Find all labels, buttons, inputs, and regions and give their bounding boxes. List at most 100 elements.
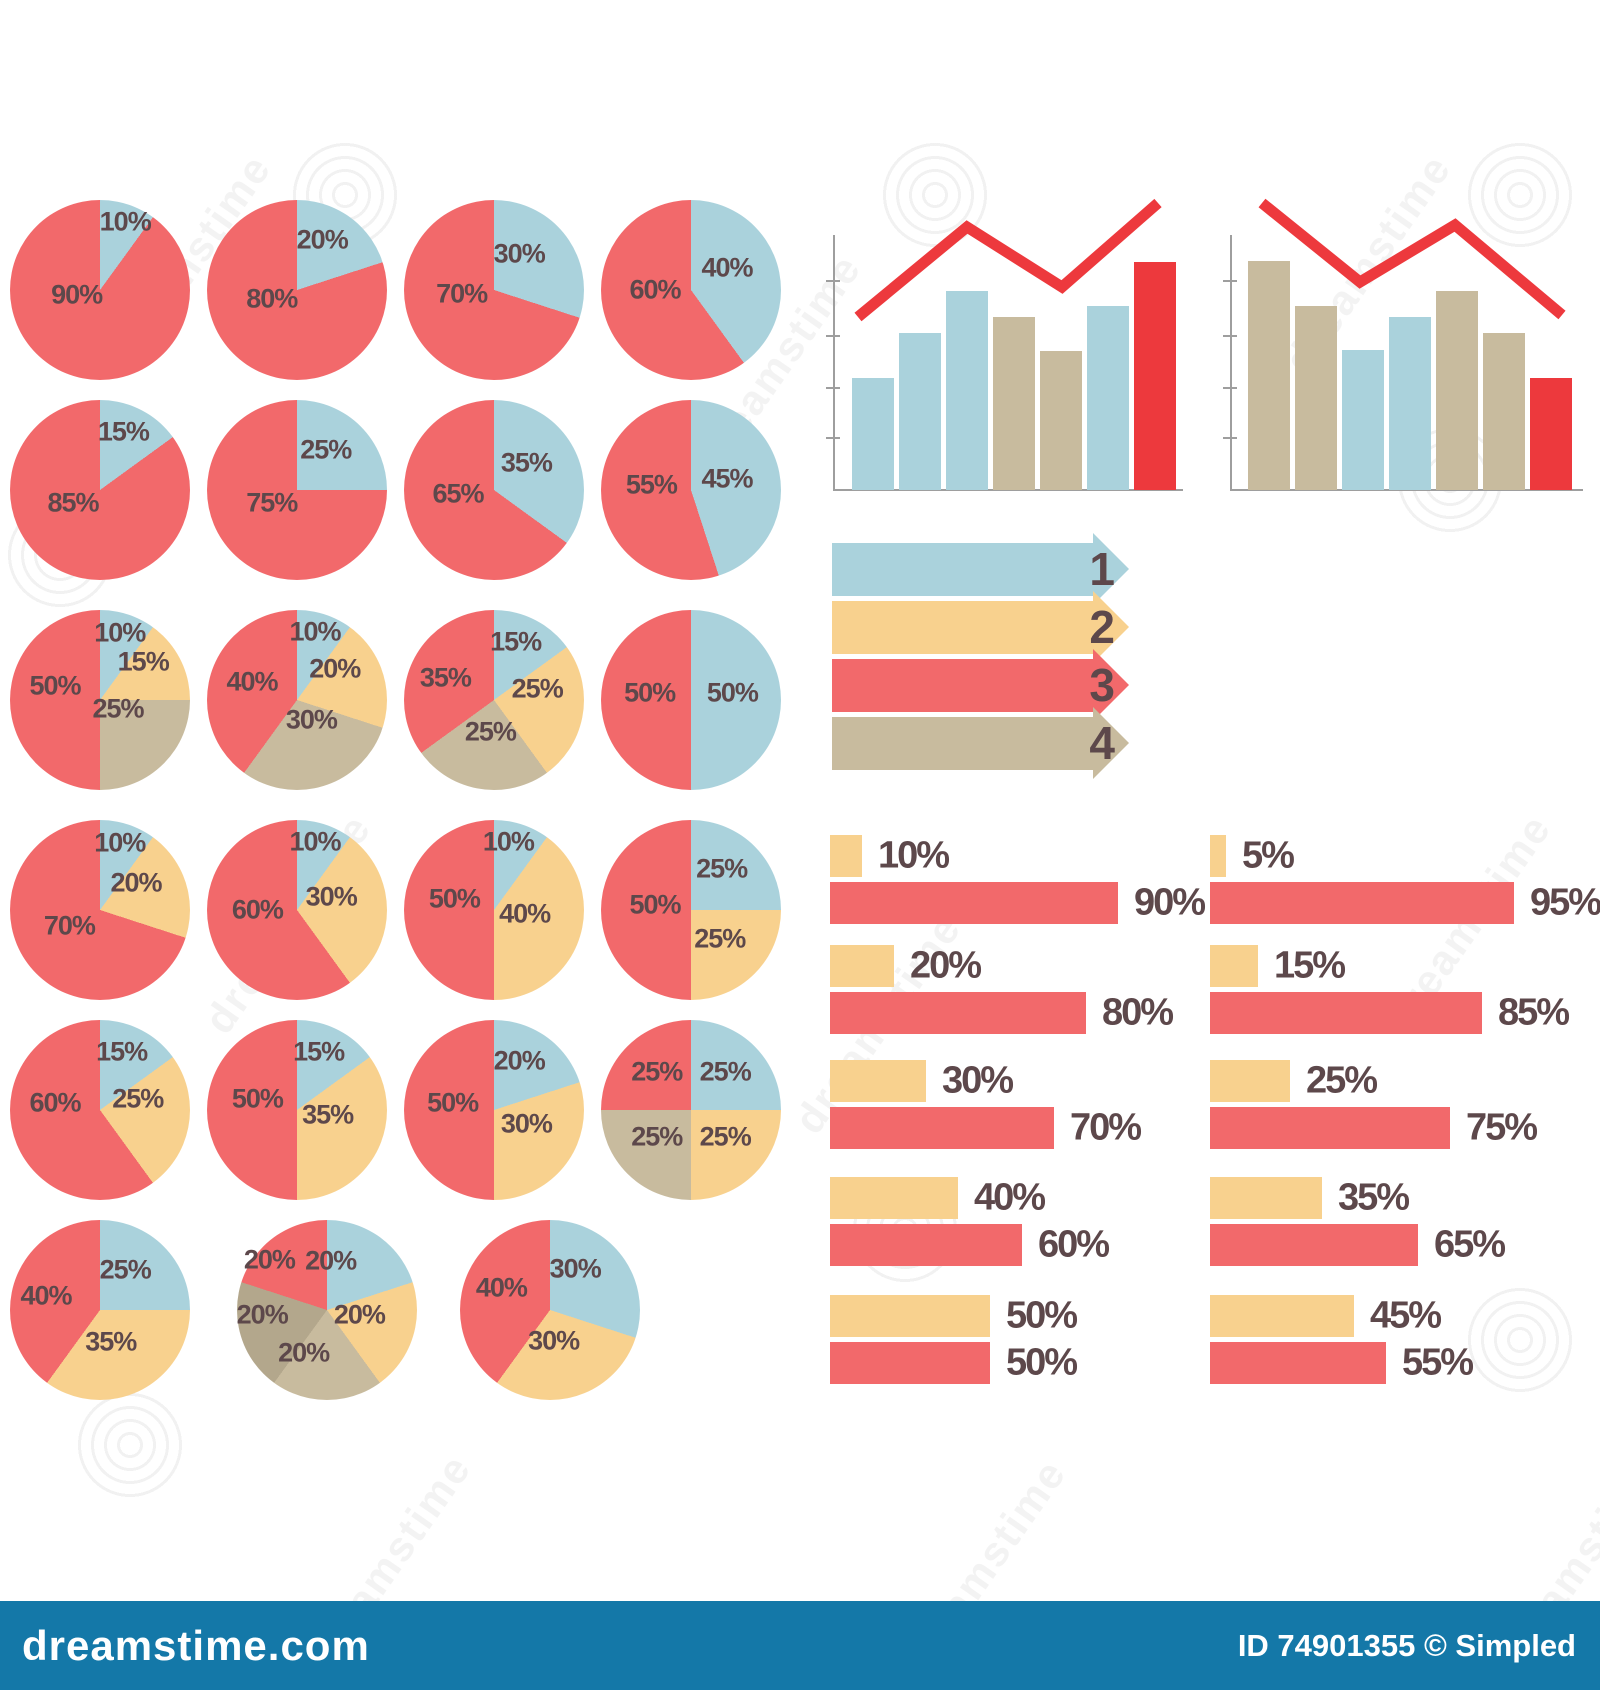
pie-slice-label: 20%	[309, 653, 361, 684]
bar	[993, 317, 1035, 490]
arrow-step-number: 4	[1089, 717, 1115, 769]
pie-slice-label: 25%	[99, 1254, 152, 1285]
pie-slice-label: 90%	[51, 279, 103, 310]
bar	[899, 333, 941, 490]
percent-bar-small-label: 25%	[1306, 1059, 1378, 1102]
arrow-step: 3	[832, 649, 1129, 721]
pie-chart: 10% 30% 60%	[207, 820, 387, 1000]
percent-bar-large	[830, 882, 1118, 924]
pie-slice-label: 60%	[629, 274, 681, 305]
pie-slice-label: 20%	[296, 224, 349, 255]
pie-chart: 20% 20% 20% 20% 20%	[237, 1220, 417, 1400]
arrow-step: 4	[832, 707, 1129, 779]
arrow-step-number: 2	[1089, 601, 1115, 653]
watermark-spiral	[70, 1385, 190, 1505]
pie-chart: 15% 25% 25% 35%	[404, 610, 584, 790]
pie-slice-label: 30%	[285, 704, 338, 735]
pie-chart: 10% 20% 70%	[10, 820, 190, 1000]
percent-bar-small	[830, 835, 862, 877]
pie-slice-label: 10%	[289, 616, 341, 647]
pie-chart: 10% 15% 25% 50%	[10, 610, 190, 790]
x-axis-line	[1230, 489, 1583, 491]
pie-slice-label: 50%	[629, 889, 681, 920]
pie-slice-label: 50%	[427, 1087, 479, 1118]
y-axis-tick	[826, 335, 840, 337]
arrow-step: 1	[832, 533, 1129, 605]
pie-slice-label: 20%	[278, 1337, 330, 1368]
bar-chart-rising-trend	[820, 195, 1190, 495]
percent-bar-large-label: 50%	[1006, 1341, 1078, 1384]
watermark-footer: dreamstime.com ID 74901355 © Simpled	[0, 1601, 1600, 1690]
trend-line	[854, 198, 1162, 322]
pie-chart: 20% 30% 50%	[404, 1020, 584, 1200]
bar	[1483, 333, 1525, 490]
pie-chart: 25% 25% 50%	[601, 820, 781, 1000]
pie-slice-label: 10%	[94, 827, 146, 858]
y-axis-tick	[826, 387, 840, 389]
trend-line	[1258, 198, 1566, 320]
pie-chart: 20% 80%	[207, 200, 387, 380]
pie-slice-label: 85%	[47, 487, 99, 518]
percent-bar-small	[1210, 1295, 1354, 1337]
pie-slice-label: 35%	[85, 1326, 137, 1357]
percent-bar-small	[830, 1177, 958, 1219]
y-axis-tick	[1223, 335, 1237, 337]
pie-slice-label: 35%	[302, 1099, 354, 1130]
pie-chart: 10% 40% 50%	[404, 820, 584, 1000]
pie-chart: 45% 55%	[601, 400, 781, 580]
percent-bar-small-label: 45%	[1370, 1294, 1442, 1337]
percent-bar-small-label: 20%	[910, 944, 982, 987]
percent-bar-small	[1210, 1060, 1290, 1102]
bar	[1248, 261, 1290, 490]
percent-bar-small-label: 40%	[974, 1176, 1046, 1219]
arrow-point-icon	[1093, 707, 1129, 779]
pie-slice-label: 15%	[96, 1036, 148, 1067]
pie-slice-label: 25%	[631, 1121, 683, 1152]
pie-slice-label: 60%	[231, 894, 284, 925]
arrow-step-number: 3	[1089, 659, 1115, 711]
pie-slice-label: 20%	[243, 1244, 296, 1275]
bar	[1530, 378, 1572, 490]
dreamstime-logo-text: dreamstime.com	[22, 1621, 370, 1669]
percent-bar-small	[1210, 835, 1226, 877]
pie-slice-label: 50%	[624, 677, 676, 708]
bar-chart-falling-trend	[1220, 195, 1590, 495]
percent-bar-small-label: 10%	[878, 834, 950, 877]
percent-bar-large	[830, 1107, 1054, 1149]
pie-slice-label: 25%	[696, 853, 748, 884]
y-axis-tick	[1223, 437, 1237, 439]
percent-bar-small-label: 30%	[942, 1059, 1014, 1102]
pie-slice-label: 10%	[289, 826, 341, 857]
y-axis-tick	[1223, 280, 1237, 282]
bar	[852, 378, 894, 490]
arrow-step-body	[832, 543, 1093, 596]
percent-bar-large	[830, 1224, 1022, 1266]
pie-slice-label: 25%	[300, 434, 352, 465]
percent-bar-large	[1210, 1107, 1450, 1149]
pie-slice-label: 40%	[226, 666, 278, 697]
pie-slice-label: 10%	[99, 206, 152, 237]
pie-slice-label: 70%	[43, 910, 96, 941]
pie-chart: 35% 65%	[404, 400, 584, 580]
y-axis-line	[833, 235, 835, 490]
percent-bar-small	[1210, 945, 1258, 987]
pie-slice-label: 30%	[305, 881, 358, 912]
percent-bar-small-label: 35%	[1338, 1176, 1410, 1219]
percent-bar-large	[830, 1342, 990, 1384]
percent-bar-large	[1210, 882, 1514, 924]
bar	[1342, 350, 1384, 490]
percent-bar-large-label: 85%	[1498, 991, 1570, 1034]
y-axis-line	[1230, 235, 1232, 490]
pie-slice-label: 35%	[500, 447, 553, 478]
percent-bar-small	[830, 1060, 926, 1102]
pie-chart: 40% 60%	[601, 200, 781, 380]
arrow-step-number: 1	[1089, 543, 1115, 595]
image-credit-text: ID 74901355 © Simpled	[1237, 1627, 1576, 1663]
pie-slice-label: 40%	[701, 252, 753, 283]
pie-slice-label: 10%	[482, 826, 535, 857]
percent-bar-large	[1210, 1342, 1386, 1384]
arrow-step-body	[832, 717, 1093, 770]
bar	[1295, 306, 1337, 490]
pie-chart: 25% 25% 25% 25%	[601, 1020, 781, 1200]
pie-slice-label: 80%	[246, 283, 298, 314]
